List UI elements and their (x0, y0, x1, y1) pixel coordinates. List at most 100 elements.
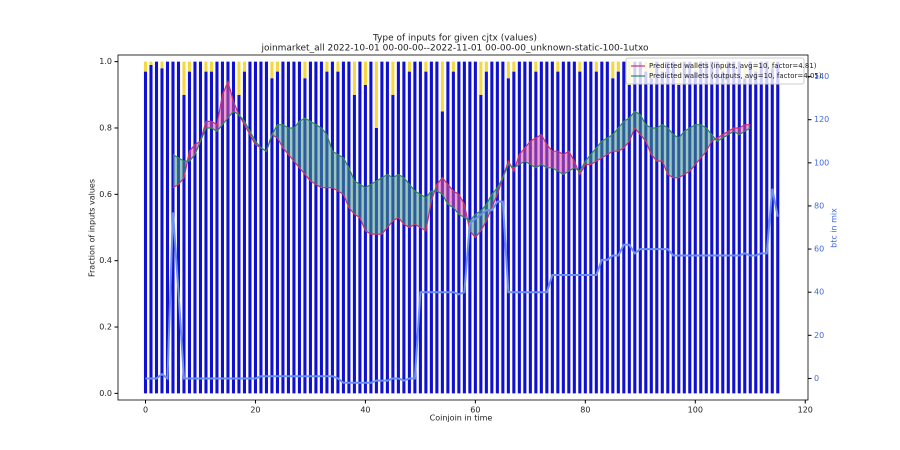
bar-segment (352, 61, 356, 95)
fill-between (519, 147, 525, 165)
bar-segment (688, 61, 692, 394)
line (172, 110, 751, 222)
fill-between (387, 174, 393, 228)
bar-segment (143, 71, 148, 394)
bar-segment (396, 61, 400, 394)
bar-segment (655, 61, 659, 394)
bar-segment (776, 61, 780, 394)
fill-between (700, 124, 707, 158)
bar-segment (682, 61, 686, 394)
fill-between (733, 127, 740, 135)
bar-segment (286, 61, 290, 394)
bar-segment (391, 61, 395, 95)
bar-segment (512, 71, 516, 394)
fill-between (722, 131, 729, 138)
legend-label: Predicted wallets (outputs, avg=10, fact… (649, 72, 822, 80)
fill-between (398, 174, 404, 225)
bar-segment (748, 61, 752, 394)
fill-between (310, 121, 316, 185)
bar-segment (209, 61, 214, 72)
fill-between (618, 121, 624, 152)
bar-segment (220, 61, 225, 394)
bar-segment (325, 71, 329, 394)
fill-between (172, 154, 179, 188)
bar-segment (292, 61, 296, 394)
fill-between (651, 127, 657, 162)
fill-between (205, 121, 212, 128)
bar-segment (506, 61, 510, 79)
bar-segment (259, 61, 263, 394)
bar-segment (336, 61, 340, 72)
fill-between (486, 194, 492, 221)
y2-axis-label: btc in mix (830, 208, 839, 248)
bar-segment (325, 61, 329, 72)
fill-between (359, 184, 366, 231)
bar-segment (407, 61, 411, 72)
fill-between (293, 121, 300, 168)
bar-segment (578, 61, 582, 72)
bar-segment (374, 127, 378, 394)
bar-segment (242, 61, 246, 72)
fill-between (640, 114, 646, 142)
bar-segment (600, 61, 604, 394)
bar-segment (341, 61, 345, 394)
bar-segment (765, 61, 769, 394)
bar-segment (759, 61, 763, 394)
bar-segment (424, 71, 428, 394)
bar-segment (715, 61, 719, 394)
fill-between (667, 127, 674, 178)
bar-segment (253, 61, 257, 394)
bar-segment (358, 61, 362, 394)
y-tick-label: 0.0 (99, 389, 112, 398)
bar-segment (330, 61, 334, 394)
fill-between (530, 137, 536, 168)
fill-between (662, 124, 668, 175)
bar-segment (440, 61, 444, 112)
bar-segment (671, 61, 675, 394)
bar-segment (611, 61, 615, 79)
y2-tick-label: 80 (814, 201, 824, 210)
fill-between (436, 177, 443, 195)
bar-segment (424, 61, 428, 72)
y2-tick-label: 60 (814, 245, 824, 254)
bar-segment (160, 61, 164, 69)
x-tick-label: 0 (143, 406, 148, 415)
bar-segment (451, 61, 455, 72)
fill-between (178, 157, 184, 185)
fill-between (370, 181, 377, 235)
y2-tick-label: 0 (814, 374, 819, 383)
bar-segment (556, 71, 560, 394)
fill-between (607, 134, 613, 155)
bar-segment (314, 61, 318, 394)
bar-segment (226, 61, 230, 394)
y2-tick-label: 20 (814, 331, 824, 340)
bar-segment (391, 94, 395, 394)
y-tick-label: 0.2 (99, 323, 112, 332)
fill-between (535, 134, 542, 168)
bar-segment (479, 61, 483, 95)
fill-between (678, 131, 685, 178)
fill-between (717, 134, 723, 142)
fill-between (689, 124, 696, 172)
bar-segment (308, 61, 312, 394)
bar-segment (149, 64, 153, 394)
fill-between (420, 194, 426, 231)
fill-between (288, 127, 294, 162)
bar-segment (534, 71, 538, 394)
bar-segment (743, 78, 747, 394)
fill-between (409, 184, 415, 228)
bar-segment (550, 61, 554, 394)
bar-segment (589, 61, 593, 394)
bar-segment (594, 71, 598, 394)
x-tick-label: 40 (360, 406, 370, 415)
fill-between (728, 127, 734, 135)
bar-segment (622, 61, 626, 394)
fill-between (392, 174, 399, 221)
fill-between (557, 151, 564, 175)
fill-between (299, 118, 305, 175)
bar-segment (666, 61, 670, 394)
bar-segment (319, 61, 323, 394)
fill-between (282, 124, 289, 155)
bar-segment (534, 61, 538, 72)
